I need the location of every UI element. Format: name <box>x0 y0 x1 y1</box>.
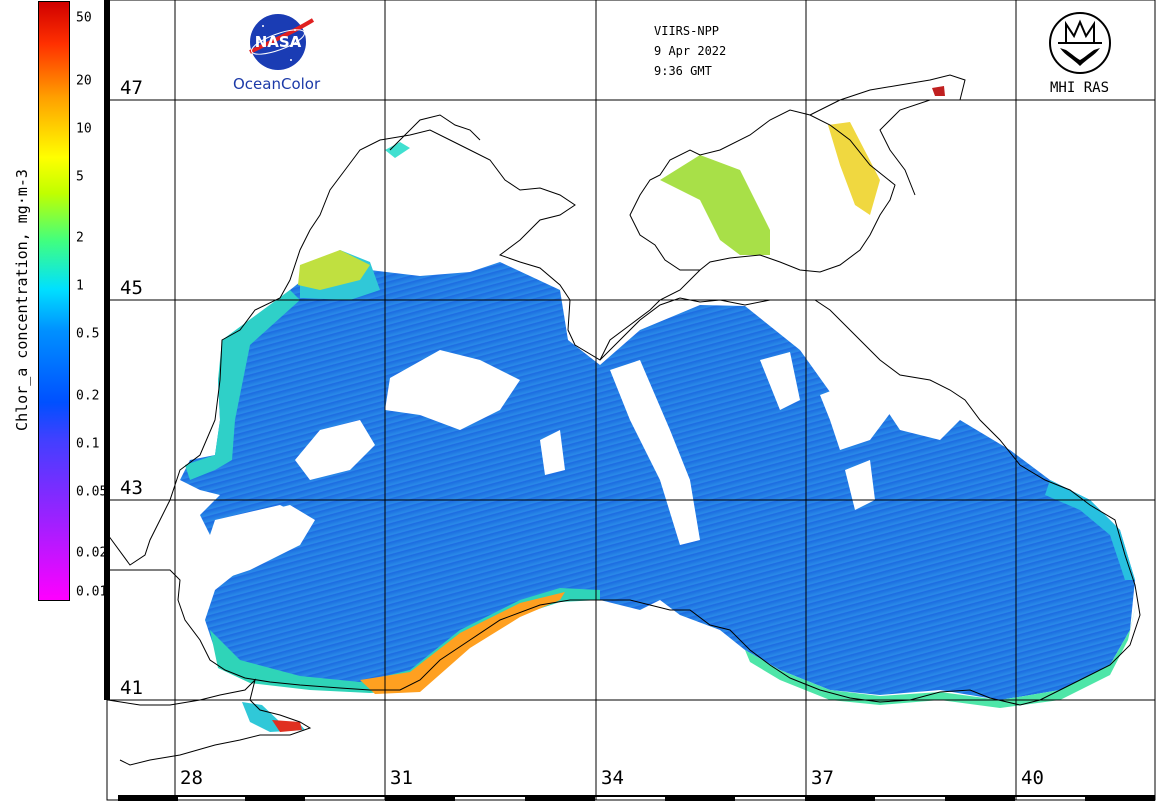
mhi-logo <box>1049 12 1111 74</box>
longitude-label: 34 <box>601 767 624 789</box>
cloud-gap <box>295 420 375 480</box>
sensor-label: VIIRS-NPP <box>654 24 720 38</box>
time-label: 9:36 GMT <box>654 64 712 78</box>
nw-coast-patch <box>298 250 370 290</box>
marmara-high <box>272 720 302 732</box>
colorbar-tick: 0.01 <box>76 584 108 600</box>
longitude-label: 31 <box>390 767 413 789</box>
longitude-label: 37 <box>811 767 834 789</box>
left-scale-bar <box>104 0 110 700</box>
cloud-gap <box>760 352 800 410</box>
kerch-high <box>932 86 945 96</box>
graticule <box>107 0 1155 800</box>
chlorophyll-field <box>180 86 1137 732</box>
colorbar-tick: 10 <box>76 121 92 137</box>
cloud-gap <box>845 460 875 510</box>
dnieper-patch <box>385 142 410 158</box>
colorbar-tick: 0.2 <box>76 388 100 404</box>
cloud-gap <box>820 380 900 450</box>
bottom-scale-bar <box>118 795 1155 801</box>
cloud-gap <box>385 350 520 430</box>
colorbar-tick: 1 <box>76 278 84 294</box>
colorbar-tick: 0.5 <box>76 326 100 342</box>
nasa-text: NASA <box>255 33 302 51</box>
latitude-label: 43 <box>120 477 143 499</box>
longitude-label: 40 <box>1021 767 1044 789</box>
oceancolor-label: OceanColor <box>233 75 321 93</box>
nasa-logo: NASA <box>249 14 315 70</box>
coastline <box>107 74 1141 766</box>
colorbar-tick: 0.1 <box>76 436 100 452</box>
cloud-gap <box>880 390 960 440</box>
latitude-label: 45 <box>120 277 143 299</box>
date-label: 9 Apr 2022 <box>654 44 727 58</box>
coast-fringe-west <box>185 290 300 480</box>
azov-patch <box>828 122 880 215</box>
latitude-label: 41 <box>120 677 143 699</box>
colorbar-tick: 0.02 <box>76 545 108 561</box>
cloud-gap <box>610 360 700 545</box>
sea-west <box>180 258 1135 700</box>
colorbar <box>38 1 70 601</box>
mhi-label: MHI RAS <box>1050 80 1110 96</box>
cloud-gap <box>200 505 310 580</box>
azov-patch <box>660 155 770 255</box>
longitude-label: 28 <box>180 767 203 789</box>
colorbar-tick: 5 <box>76 169 84 185</box>
cloud-gap <box>540 430 565 475</box>
latitude-label: 47 <box>120 77 143 99</box>
coast-fringe-south-high <box>360 592 565 694</box>
colorbar-tick: 50 <box>76 10 92 26</box>
colorbar-tick: 20 <box>76 73 92 89</box>
colorbar-tick: 2 <box>76 230 84 246</box>
colorbar-tick: 0.05 <box>76 484 108 500</box>
